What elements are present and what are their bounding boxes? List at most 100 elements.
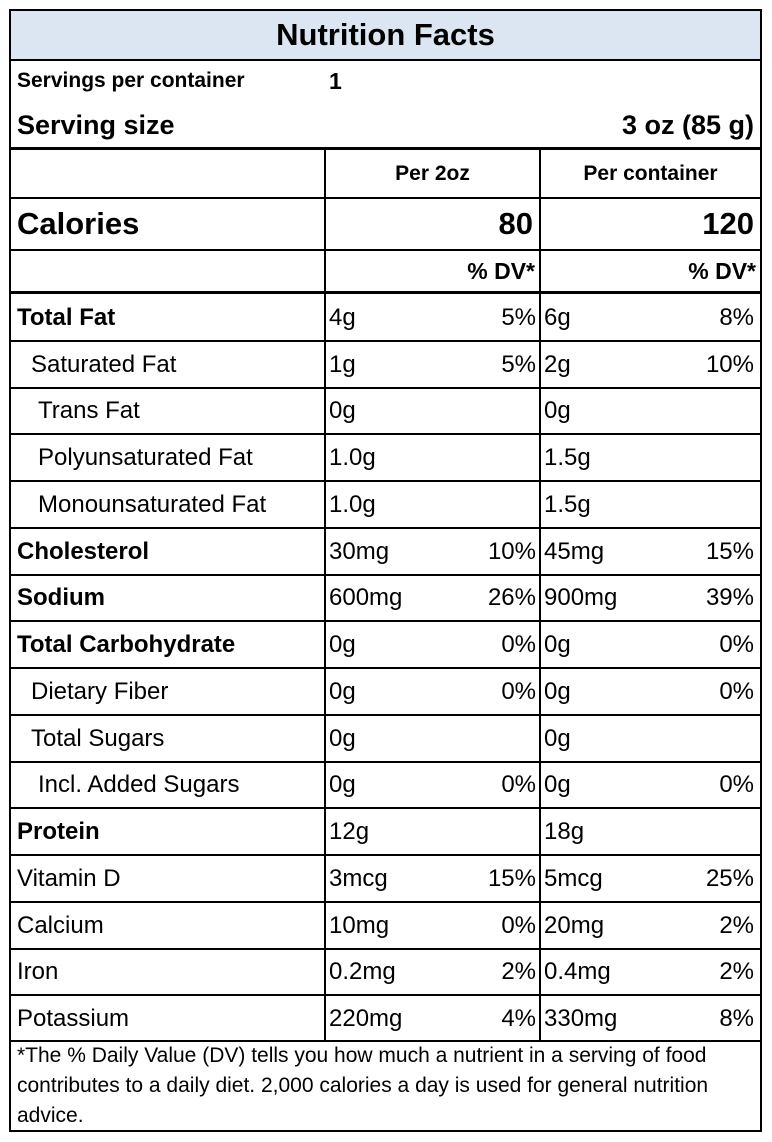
dv-percent-per-2oz: 0% <box>501 771 536 798</box>
calories-label: Calories <box>17 206 140 241</box>
row-divider <box>11 197 760 199</box>
nutrient-name: Calcium <box>17 911 104 939</box>
dv-percent-per-container <box>541 482 754 527</box>
dv-percent-per-2oz: 4% <box>501 1004 536 1032</box>
dv-percent-per-2oz: 0% <box>501 911 536 939</box>
row-divider <box>11 480 760 482</box>
amount-per-container: 2g <box>544 350 571 378</box>
nutrient-name: Polyunsaturated Fat <box>38 443 253 471</box>
nutrient-name: Total Carbohydrate <box>17 630 236 658</box>
nutrient-name: Incl. Added Sugars <box>38 771 240 798</box>
dv-header: % DV* <box>688 257 756 284</box>
nutrient-name: Saturated Fat <box>31 350 177 378</box>
dv-percent-per-2oz: 15% <box>487 864 536 892</box>
amount-per-2oz: 12g <box>329 817 370 845</box>
nutrient-name: Iron <box>17 958 59 985</box>
row-divider <box>11 249 760 251</box>
dv-percent-per-container: 0% <box>719 771 754 798</box>
amount-per-container: 20mg <box>544 911 605 939</box>
amount-per-2oz: 0g <box>329 677 356 705</box>
amount-per-2oz: 0g <box>329 630 356 658</box>
dv-percent-per-container: 8% <box>719 1004 754 1032</box>
row-divider <box>11 667 760 669</box>
amount-per-container: 5mcg <box>544 864 603 892</box>
row-divider <box>11 291 760 294</box>
amount-per-container: 18g <box>544 817 585 845</box>
amount-per-2oz: 0.2mg <box>329 958 396 985</box>
row-divider <box>11 340 760 342</box>
row-divider <box>11 620 760 622</box>
row-divider <box>11 901 760 903</box>
amount-per-container: 0g <box>544 724 571 752</box>
servings-per-container-label: Servings per container <box>17 69 245 92</box>
dv-percent-per-container <box>541 389 754 433</box>
nutrition-label: Nutrition Facts Servings per container 1… <box>9 9 762 1132</box>
dv-percent-per-container <box>541 435 754 480</box>
row-divider <box>11 807 760 809</box>
amount-per-2oz: 600mg <box>329 584 403 611</box>
row-divider <box>11 1040 760 1042</box>
amount-per-2oz: 1.0g <box>329 490 376 518</box>
row-divider <box>11 433 760 435</box>
amount-per-2oz: 220mg <box>329 1004 403 1032</box>
label-title: Nutrition Facts <box>11 11 760 61</box>
dv-percent-per-2oz <box>326 716 536 761</box>
row-divider <box>11 147 760 150</box>
dv-percent-per-2oz: 26% <box>487 584 536 611</box>
amount-per-container: 6g <box>544 303 571 331</box>
serving-size-value: 3 oz (85 g) <box>621 110 754 140</box>
column-header-per-2oz: Per 2oz <box>395 161 470 185</box>
amount-per-2oz: 10mg <box>329 911 390 939</box>
row-divider <box>11 761 760 763</box>
nutrient-name: Monounsaturated Fat <box>38 490 267 518</box>
dv-percent-per-container <box>541 716 754 761</box>
dv-percent-per-container <box>541 809 754 854</box>
dv-percent-per-container: 25% <box>705 864 754 892</box>
dv-percent-per-2oz: 2% <box>501 958 536 985</box>
amount-per-container: 0.4mg <box>544 958 611 985</box>
nutrient-name: Cholesterol <box>17 537 150 565</box>
amount-per-container: 0g <box>544 771 571 798</box>
dv-percent-per-2oz <box>326 389 536 433</box>
dv-percent-per-container: 39% <box>705 584 754 611</box>
nutrient-name: Trans Fat <box>38 397 140 424</box>
dv-percent-per-container: 2% <box>719 958 754 985</box>
nutrient-name: Sodium <box>17 584 105 611</box>
dv-percent-per-2oz <box>326 482 536 527</box>
row-divider <box>11 387 760 389</box>
nutrient-name: Total Sugars <box>31 724 165 752</box>
dv-percent-per-2oz: 5% <box>501 350 536 378</box>
dv-header: % DV* <box>467 257 535 284</box>
nutrient-name: Protein <box>17 817 100 845</box>
amount-per-2oz: 0g <box>329 771 356 798</box>
amount-per-2oz: 1g <box>329 350 356 378</box>
serving-size-label: Serving size <box>17 110 175 140</box>
servings-per-container-value: 1 <box>329 68 342 94</box>
dv-percent-per-container: 2% <box>719 911 754 939</box>
dv-percent-per-2oz: 0% <box>501 677 536 705</box>
row-divider <box>11 527 760 529</box>
row-divider <box>11 714 760 716</box>
amount-per-container: 0g <box>544 630 571 658</box>
dv-percent-per-2oz <box>326 435 536 480</box>
dv-percent-per-container: 15% <box>705 537 754 565</box>
dv-percent-per-container: 10% <box>705 350 754 378</box>
column-divider <box>539 150 541 1041</box>
dv-percent-per-container: 0% <box>719 677 754 705</box>
amount-per-container: 1.5g <box>544 443 591 471</box>
row-divider <box>11 574 760 576</box>
dv-percent-per-2oz: 0% <box>501 630 536 658</box>
calories-value: 120 <box>702 206 754 241</box>
dv-percent-per-2oz <box>326 809 536 854</box>
amount-per-container: 1.5g <box>544 490 591 518</box>
nutrient-name: Vitamin D <box>17 864 121 892</box>
row-divider <box>11 948 760 950</box>
amount-per-2oz: 1.0g <box>329 443 376 471</box>
amount-per-2oz: 0g <box>329 724 356 752</box>
amount-per-container: 900mg <box>544 584 618 611</box>
amount-per-2oz: 0g <box>329 397 356 424</box>
amount-per-2oz: 3mcg <box>329 864 388 892</box>
dv-percent-per-container: 8% <box>719 303 754 331</box>
calories-value: 80 <box>498 206 533 241</box>
column-divider <box>324 150 326 1041</box>
